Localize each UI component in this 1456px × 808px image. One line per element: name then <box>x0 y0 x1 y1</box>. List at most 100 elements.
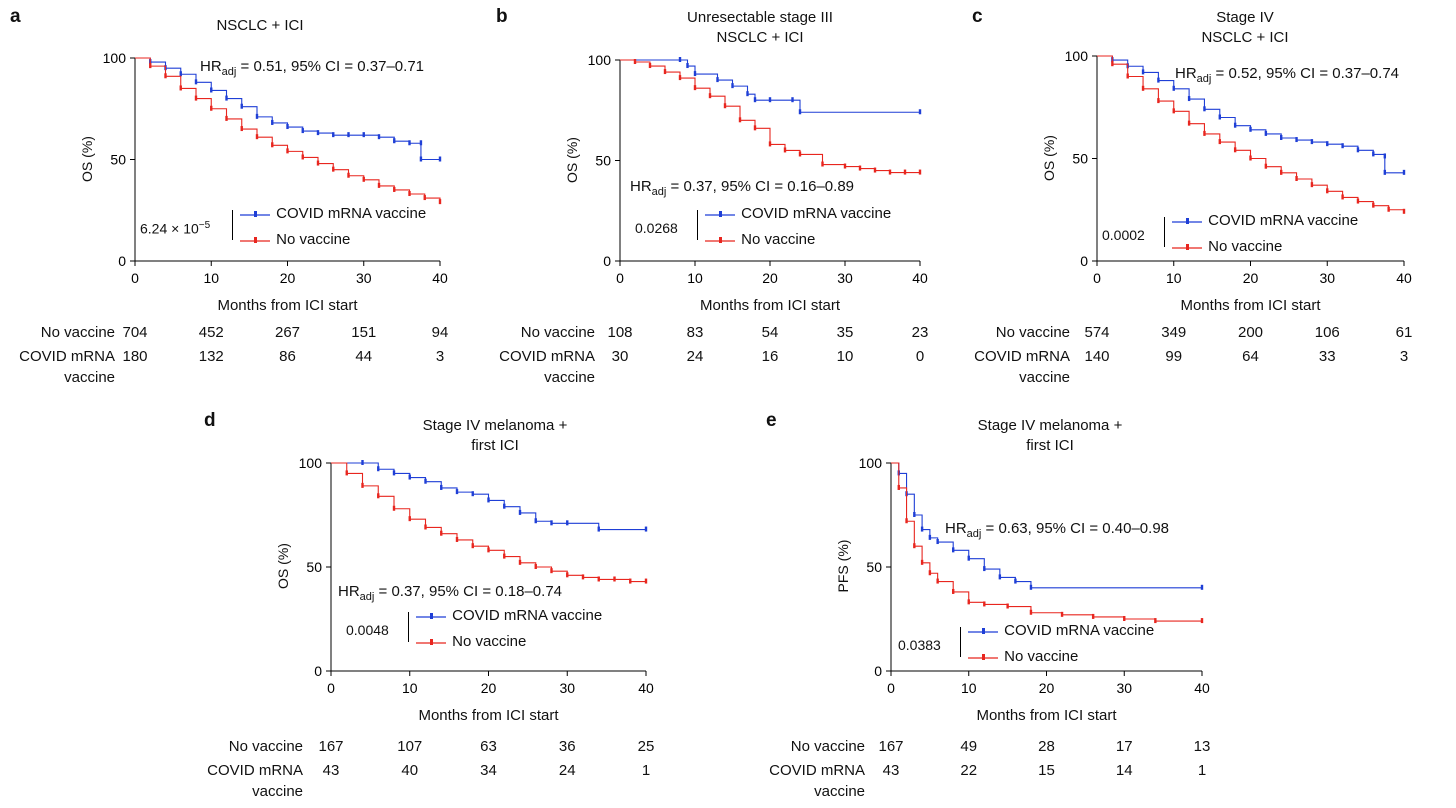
censor-mark <box>210 87 213 93</box>
risk-number: 3 <box>435 348 445 365</box>
censor-mark <box>332 132 335 138</box>
legend-item-no-vaccine: No vaccine <box>968 648 1078 665</box>
censor-mark <box>1249 126 1252 132</box>
risk-row-label: COVID mRNA vaccine <box>499 348 595 386</box>
chart-title: NSCLC + ICI <box>216 17 304 34</box>
censor-mark <box>440 484 443 490</box>
x-tick-label: 0 <box>327 680 335 696</box>
censor-mark <box>408 516 411 522</box>
series-line-no-vaccine <box>620 59 920 174</box>
censor-mark <box>487 497 490 503</box>
censor-mark <box>377 134 381 140</box>
risk-number: 16 <box>761 348 779 365</box>
censor-mark <box>408 191 411 197</box>
p-value: 0.0268 <box>635 220 678 236</box>
censor-mark <box>952 547 955 553</box>
censor-mark <box>377 182 381 188</box>
y-tick-label: 100 <box>1065 48 1089 64</box>
censor-mark <box>1187 120 1191 126</box>
legend-label: No vaccine <box>737 231 816 248</box>
p-value-bracket <box>697 210 698 240</box>
risk-number: 94 <box>431 324 449 341</box>
legend-label: No vaccine <box>448 633 527 650</box>
censor-mark <box>920 559 924 565</box>
p-value-bracket <box>1164 217 1165 247</box>
legend-item-no-vaccine: No vaccine <box>705 231 815 248</box>
censor-mark <box>1154 618 1157 624</box>
x-tick-label: 20 <box>481 680 497 696</box>
y-tick-label: 100 <box>299 455 323 471</box>
risk-number: 3 <box>1399 348 1409 365</box>
y-tick-label: 0 <box>1080 253 1088 269</box>
censor-mark <box>1172 108 1175 114</box>
risk-number: 107 <box>397 738 423 755</box>
censor-mark <box>225 115 228 121</box>
km-plot: 0 50 100 0 10 20 30 40 <box>859 455 1210 696</box>
risk-number: 15 <box>1038 762 1055 779</box>
legend-item-vaccine: COVID mRNA vaccine <box>705 205 891 222</box>
p-value-bracket <box>232 210 233 240</box>
risk-number: 44 <box>355 348 373 365</box>
hr-value: = 0.37, 95% CI = 0.18–0.74 <box>374 583 562 600</box>
risk-number: 0 <box>915 348 925 365</box>
x-tick-label: 10 <box>1166 270 1182 286</box>
censor-mark <box>424 478 427 484</box>
panel-letter: d <box>204 410 216 431</box>
y-tick-label: 50 <box>866 559 882 575</box>
risk-number: 132 <box>198 348 224 365</box>
x-tick-label: 10 <box>687 270 703 286</box>
risk-number: 54 <box>761 324 779 341</box>
risk-number: 23 <box>911 324 929 341</box>
censor-mark <box>255 134 259 140</box>
legend: 0.0268 COVID mRNA vaccine No vaccine <box>635 205 965 257</box>
hr-prefix: HR <box>1175 65 1197 82</box>
censor-mark <box>678 75 682 81</box>
censor-mark <box>503 503 506 509</box>
risk-number: 10 <box>836 348 854 365</box>
risk-number: 108 <box>607 324 633 341</box>
risk-number: 43 <box>322 762 340 779</box>
censor-mark <box>1157 77 1160 83</box>
censor-mark <box>393 186 396 192</box>
legend-label: No vaccine <box>1204 238 1283 255</box>
x-tick-label: 0 <box>1093 270 1101 286</box>
chart-title: Unresectable stage III NSCLC + ICI <box>687 9 833 46</box>
censor-mark <box>888 169 892 175</box>
censor-mark <box>419 156 423 162</box>
series-line-vaccine <box>891 462 1202 589</box>
censor-mark <box>164 73 167 79</box>
km-plot: 0 50 100 0 10 20 30 40 <box>588 52 928 286</box>
censor-mark <box>783 147 787 153</box>
legend-item-no-vaccine: No vaccine <box>416 633 526 650</box>
hr-subscript: adj <box>651 186 667 198</box>
censor-mark <box>648 63 652 69</box>
censor-mark <box>1060 611 1064 617</box>
censor-mark <box>768 97 772 103</box>
x-tick-label: 20 <box>1243 270 1259 286</box>
censor-mark <box>1280 169 1283 175</box>
x-tick-label: 30 <box>1116 680 1132 696</box>
censor-mark <box>455 536 459 542</box>
x-tick-label: 20 <box>280 270 296 286</box>
censor-mark <box>1310 182 1314 188</box>
km-plot: 0 50 100 0 10 20 30 40 <box>103 50 448 286</box>
risk-row-label: No vaccine <box>790 738 865 755</box>
legend-swatch <box>968 628 998 635</box>
y-tick-label: 0 <box>314 663 322 679</box>
legend-item-vaccine: COVID mRNA vaccine <box>416 607 602 624</box>
censor-mark <box>897 484 900 490</box>
censor-mark <box>1203 106 1206 112</box>
censor-mark <box>936 578 939 584</box>
censor-mark <box>716 77 719 83</box>
panel-letter: e <box>766 410 777 431</box>
legend-label: COVID mRNA vaccine <box>448 607 603 624</box>
censor-mark <box>1249 155 1252 161</box>
censor-mark <box>723 103 727 109</box>
censor-mark <box>1200 618 1204 624</box>
x-axis-label: Months from ICI start <box>976 707 1117 724</box>
censor-mark <box>920 526 924 532</box>
p-value-text: 6.24 × 10 <box>140 220 199 237</box>
censor-mark <box>613 576 616 582</box>
x-tick-label: 40 <box>638 680 654 696</box>
censor-mark <box>1111 61 1114 67</box>
